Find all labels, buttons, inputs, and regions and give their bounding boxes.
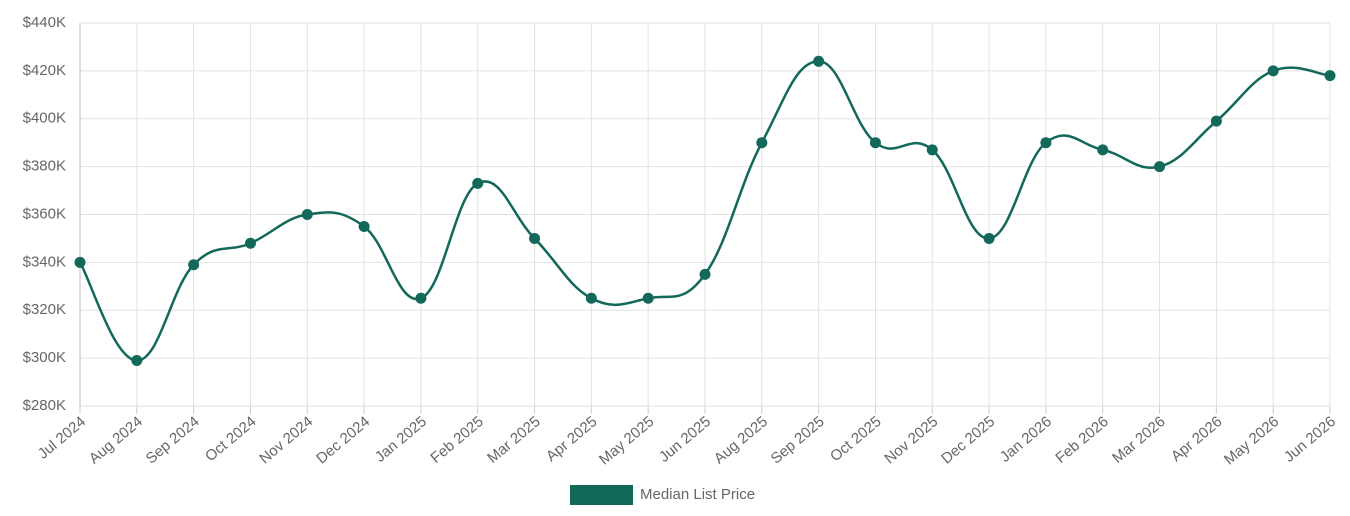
x-tick-label: May 2025 [596, 413, 657, 468]
x-tick-label: Sep 2024 [143, 413, 203, 467]
x-tick-label: Nov 2024 [256, 413, 316, 467]
y-tick-label: $300K [23, 349, 66, 366]
x-tick-label: Jun 2026 [1281, 413, 1339, 466]
x-tick-label: Jan 2025 [372, 413, 430, 466]
y-tick-label: $340K [23, 253, 66, 270]
x-tick-label: Mar 2026 [1109, 413, 1168, 467]
x-tick-label: Mar 2025 [484, 413, 543, 467]
x-tick-label: Jul 2024 [35, 413, 89, 462]
x-tick-label: Dec 2025 [938, 413, 998, 467]
x-tick-label: Feb 2026 [1052, 413, 1111, 467]
point [244, 237, 256, 249]
x-tick-label: Aug 2025 [711, 413, 771, 467]
point [813, 55, 825, 67]
point [1097, 144, 1109, 156]
point [529, 232, 541, 244]
point [1154, 161, 1166, 173]
point [1267, 65, 1279, 77]
point [188, 259, 200, 271]
point [642, 292, 654, 304]
point [585, 292, 597, 304]
x-tick-label: Oct 2025 [827, 413, 885, 465]
y-tick-label: $280K [23, 397, 66, 414]
legend-label: Median List Price [640, 486, 755, 503]
x-tick-label: May 2026 [1221, 413, 1282, 468]
y-tick-label: $320K [23, 301, 66, 318]
point [74, 256, 86, 268]
point [926, 144, 938, 156]
y-tick-label: $360K [23, 205, 66, 222]
x-tick-label: Feb 2025 [427, 413, 486, 467]
y-tick-label: $380K [23, 158, 66, 175]
point [415, 292, 427, 304]
x-tick-label: Jun 2025 [656, 413, 714, 466]
point [983, 232, 995, 244]
x-tick-label: Nov 2025 [881, 413, 941, 467]
point [869, 137, 881, 149]
point [756, 137, 768, 149]
y-tick-label: $400K [23, 110, 66, 127]
point [358, 220, 370, 232]
legend-swatch [570, 485, 633, 505]
x-tick-label: Apr 2026 [1168, 413, 1226, 465]
x-tick-label: Aug 2024 [86, 413, 146, 467]
x-tick-label: Jan 2026 [997, 413, 1055, 466]
point [301, 209, 313, 220]
point [472, 177, 484, 189]
point [131, 355, 143, 367]
point [1040, 137, 1052, 149]
x-tick-label: Apr 2025 [543, 413, 601, 465]
point [1210, 115, 1222, 127]
x-tick-label: Dec 2024 [313, 413, 373, 467]
point [1324, 70, 1336, 82]
x-tick-label: Sep 2025 [768, 413, 828, 467]
y-tick-label: $440K [23, 14, 66, 31]
y-tick-label: $420K [23, 62, 66, 79]
x-tick-label: Oct 2024 [202, 413, 260, 465]
point [699, 268, 711, 280]
